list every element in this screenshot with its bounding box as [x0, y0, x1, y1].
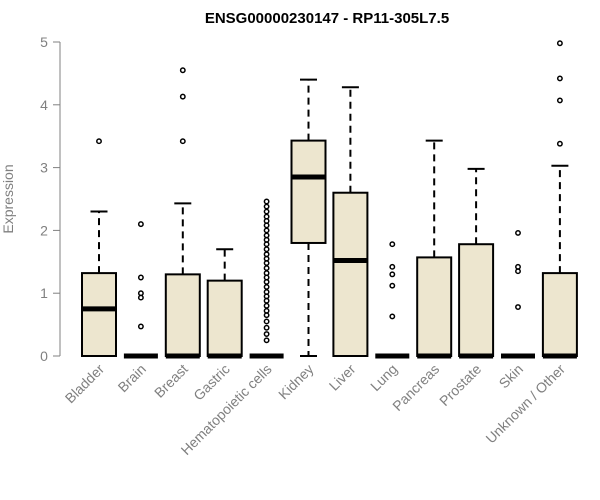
y-tick-label: 1 [40, 285, 48, 301]
outlier-point [263, 208, 270, 215]
outlier-point [515, 304, 521, 310]
outlier-point [389, 263, 396, 270]
outlier-point [556, 40, 563, 47]
box-breast [164, 67, 201, 359]
box-bladder [81, 138, 117, 358]
box-iqr [81, 272, 117, 358]
outlier-point [96, 138, 102, 145]
outlier-point [389, 313, 396, 320]
outlier-point [263, 331, 270, 337]
box-kidney [290, 78, 327, 357]
y-axis-label: Expression [0, 164, 16, 233]
box-iqr [290, 139, 327, 244]
outlier-point [179, 138, 186, 145]
y-tick-label: 3 [40, 160, 48, 176]
outlier-point [137, 323, 144, 330]
box-skin [501, 229, 535, 359]
x-tick-label: Pancreas [389, 361, 442, 414]
chart-title: ENSG00000230147 - RP11-305L7.5 [205, 10, 449, 27]
box-gastric [206, 248, 243, 359]
box-hematopoietic-cells [249, 198, 284, 359]
outlier-point [137, 290, 144, 297]
outlier-point [263, 246, 270, 253]
outlier-point [515, 229, 521, 236]
outlier-point [137, 221, 144, 228]
x-tick-label: Prostate [436, 361, 484, 409]
box-iqr [332, 191, 369, 357]
y-tick-label: 2 [40, 222, 48, 238]
box-lung [375, 241, 410, 359]
outlier-point [263, 251, 270, 258]
outlier-point [263, 283, 270, 290]
outlier-point [137, 274, 144, 281]
outlier-point [263, 307, 270, 314]
box-prostate [458, 167, 495, 359]
x-tick-label: Kidney [275, 361, 317, 403]
x-tick-label: Breast [151, 361, 191, 401]
box-iqr [206, 279, 243, 358]
outlier-point [263, 232, 270, 239]
outlier-point [515, 263, 521, 270]
outlier-point [179, 93, 186, 100]
x-tick-label: Liver [326, 361, 359, 394]
outlier-point [263, 302, 270, 309]
box-brain [123, 221, 158, 359]
outlier-point [263, 318, 270, 325]
outlier-point [263, 337, 270, 344]
outlier-point [263, 270, 270, 277]
box-iqr [164, 273, 201, 357]
box-iqr [541, 272, 578, 358]
outlier-point [389, 282, 396, 289]
outlier-point [389, 241, 396, 248]
box-iqr [416, 256, 453, 357]
box-unknown-other [541, 40, 578, 359]
outlier-point [556, 140, 563, 147]
outlier-point [263, 227, 270, 234]
outlier-point [556, 97, 563, 104]
box-series [81, 40, 578, 359]
y-axis-ticks: 0 1 2 3 4 5 [40, 34, 60, 364]
outlier-point [263, 198, 270, 205]
y-tick-label: 4 [40, 97, 48, 113]
box-pancreas [416, 139, 453, 359]
outlier-point [389, 271, 396, 278]
x-tick-label: Brain [115, 361, 149, 395]
x-tick-label: Lung [367, 361, 400, 394]
outlier-point [556, 75, 563, 82]
x-tick-label: Bladder [62, 361, 108, 407]
outlier-point [263, 324, 270, 331]
y-tick-label: 0 [40, 348, 48, 364]
x-tick-label: Skin [496, 361, 527, 392]
box-liver [332, 86, 369, 357]
outlier-point [263, 203, 270, 210]
box-iqr [458, 243, 495, 357]
y-tick-label: 5 [40, 34, 48, 50]
outlier-point [263, 265, 270, 272]
outlier-point [263, 213, 270, 220]
x-tick-label: Unknown / Other [482, 361, 568, 447]
outlier-point [179, 67, 186, 74]
outlier-point [263, 288, 270, 295]
